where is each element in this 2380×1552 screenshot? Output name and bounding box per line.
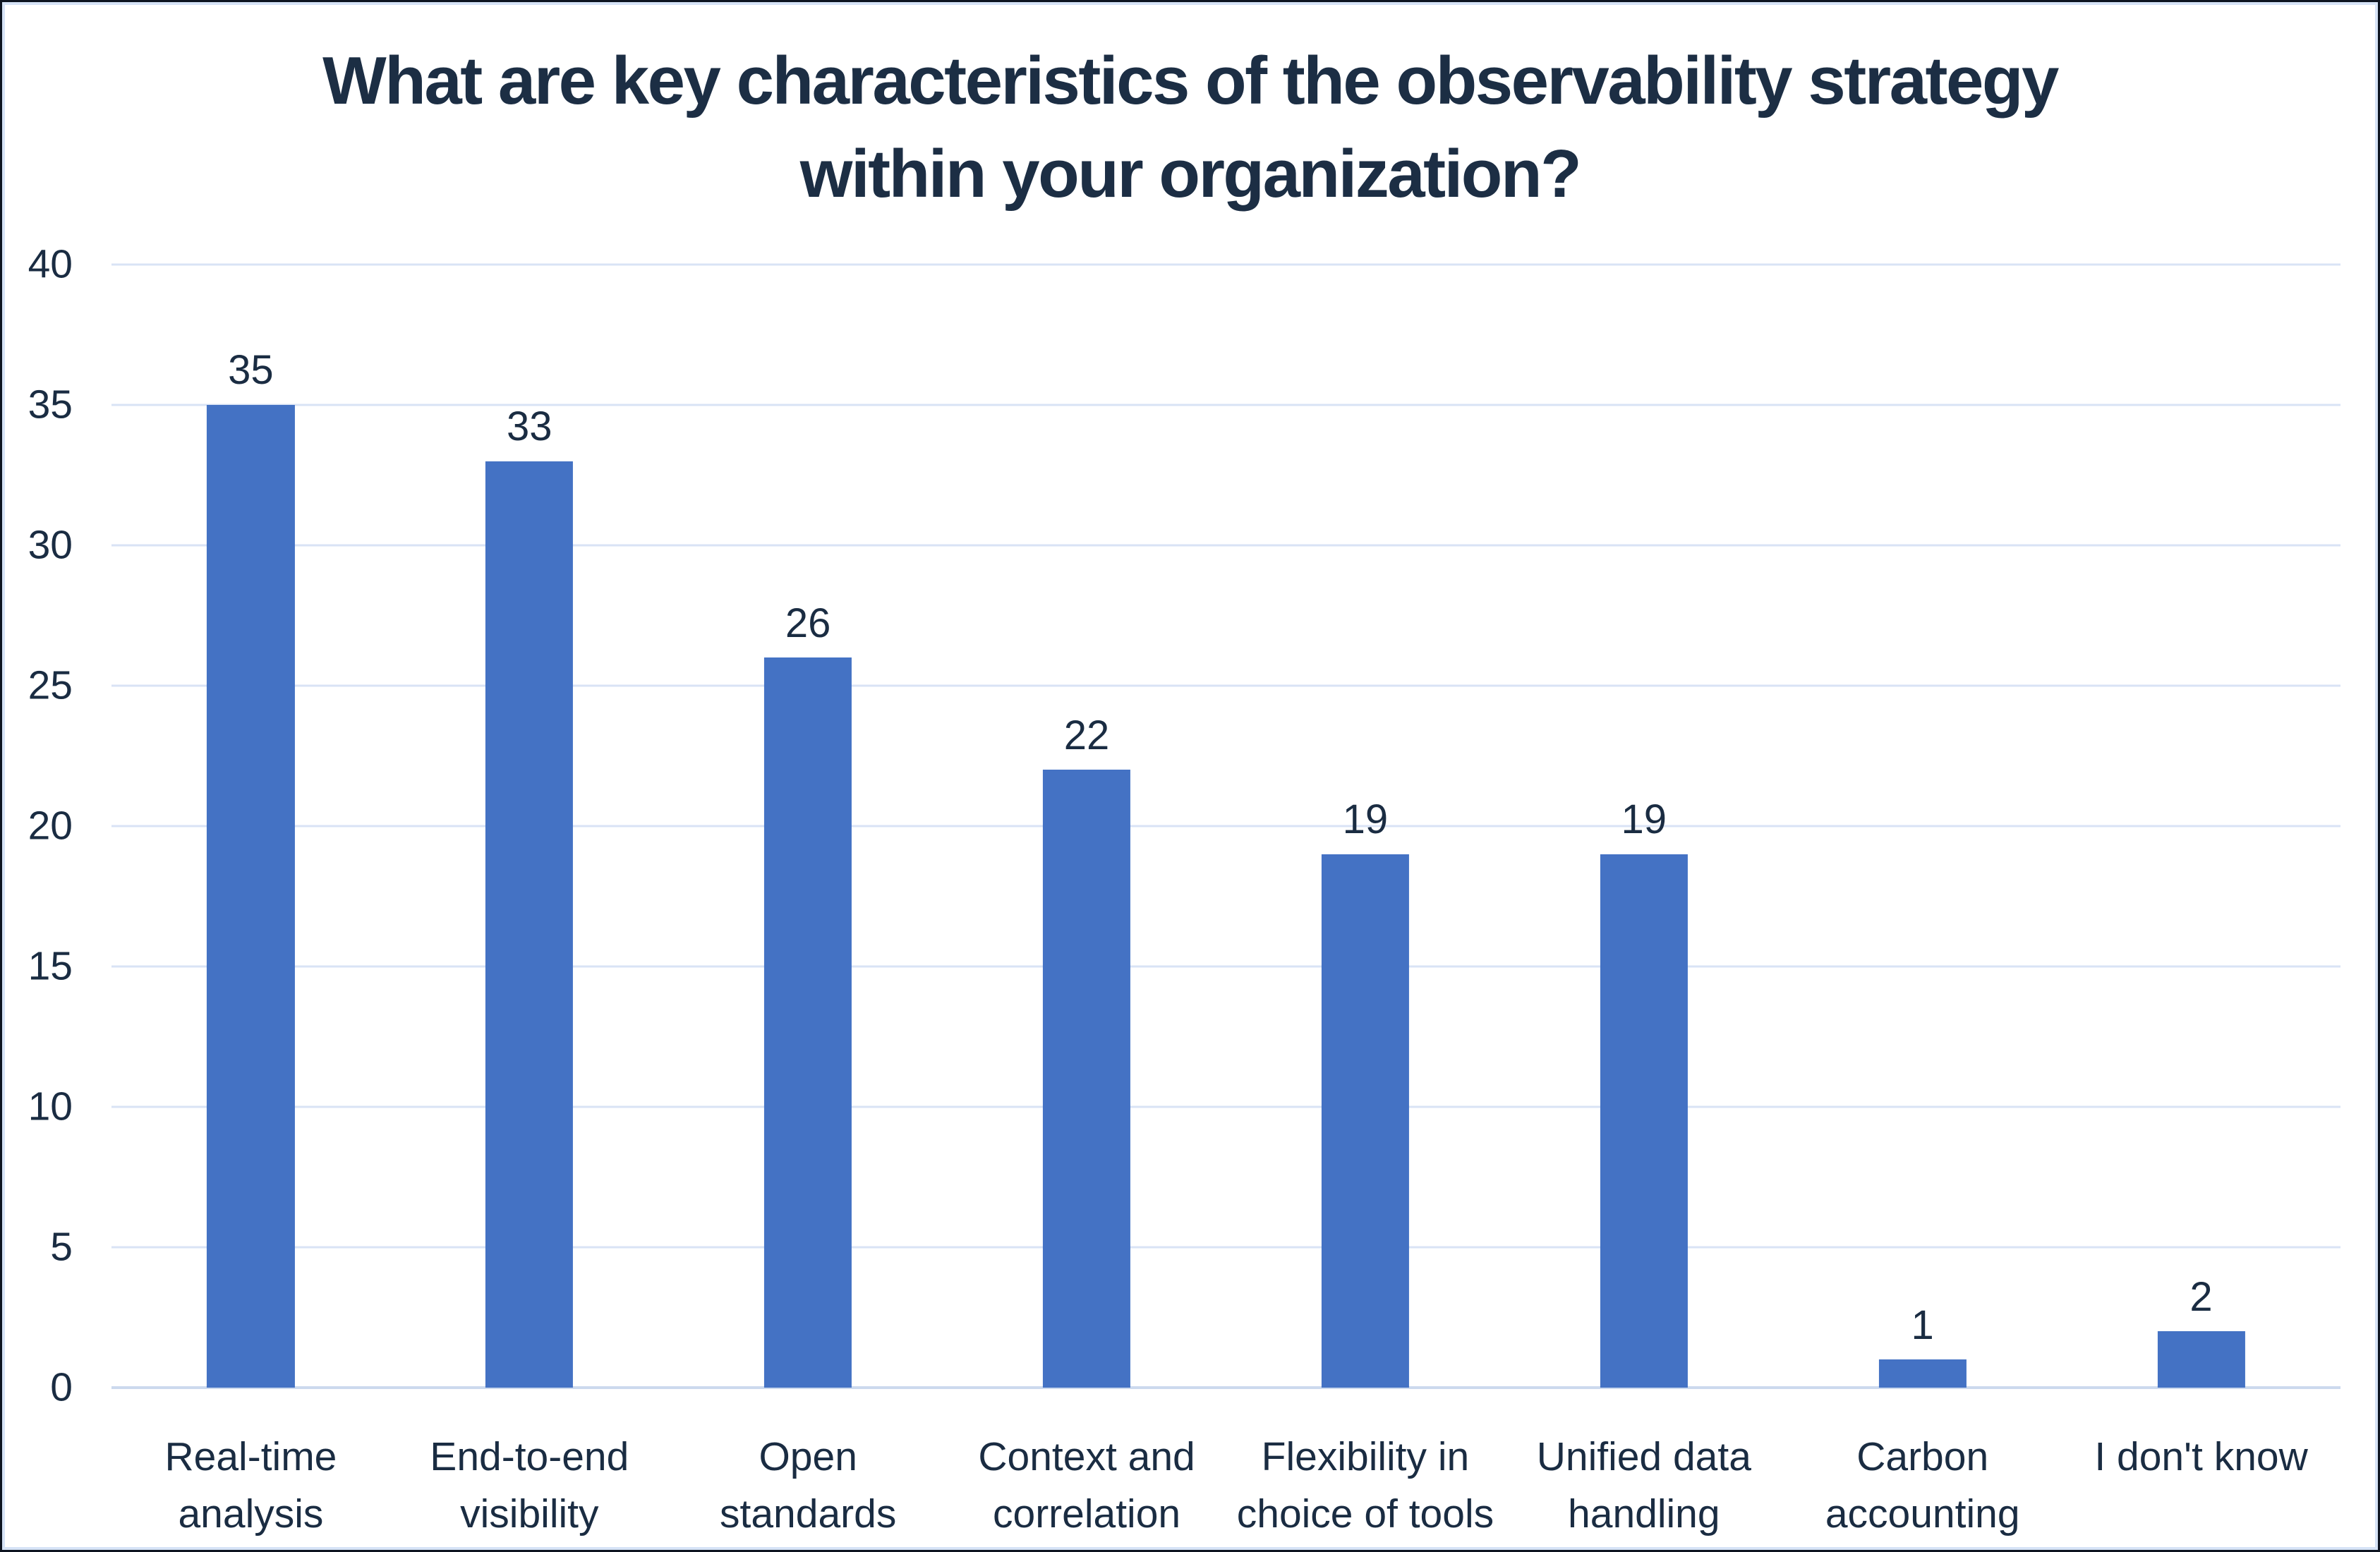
x-axis-label-line: Carbon xyxy=(1856,1434,1989,1479)
value-label-context-and-correlation: 22 xyxy=(1063,712,1110,758)
value-label-i-don-t-know: 2 xyxy=(2189,1273,2213,1320)
bar-i-don-t-know xyxy=(2157,1331,2245,1388)
gridline-40 xyxy=(111,263,2340,266)
x-axis-label-line: handling xyxy=(1568,1491,1720,1536)
x-axis-label-line: End-to-end xyxy=(430,1434,629,1479)
y-tick-label-40: 40 xyxy=(28,241,73,287)
bar-unified-data-handling xyxy=(1600,854,1688,1388)
y-tick-label-35: 35 xyxy=(28,382,73,428)
y-tick-label-5: 5 xyxy=(50,1224,73,1270)
x-axis-label-line: Context and xyxy=(978,1434,1195,1479)
gridline-20 xyxy=(111,825,2340,827)
x-axis-label-line: accounting xyxy=(1825,1491,2020,1536)
y-tick-label-0: 0 xyxy=(50,1364,73,1410)
x-axis-label-line: Flexibility in xyxy=(1261,1434,1470,1479)
value-label-end-to-end-visibility: 33 xyxy=(507,404,552,450)
x-axis-label-line: choice of tools xyxy=(1236,1491,1494,1536)
value-label-unified-data-handling: 19 xyxy=(1621,796,1667,843)
bar-carbon-accounting xyxy=(1878,1359,1967,1388)
x-axis-label-open-standards: Open standards xyxy=(720,1429,896,1543)
y-tick-label-20: 20 xyxy=(28,803,73,849)
bar-real-time-analysis xyxy=(207,405,295,1388)
chart-title-line-1: What are key characteristics of the obse… xyxy=(322,43,2059,119)
bar-end-to-end-visibility xyxy=(485,461,574,1388)
gridline-30 xyxy=(111,544,2340,547)
x-axis-label-context-and-correlation: Context and correlation xyxy=(978,1429,1195,1543)
value-label-flexibility-in-choice-of-tools: 19 xyxy=(1342,796,1389,843)
gridline-25 xyxy=(111,684,2340,687)
gridline-10 xyxy=(111,1105,2340,1108)
x-axis-label-line: Unified data xyxy=(1536,1434,1751,1479)
value-label-carbon-accounting: 1 xyxy=(1911,1302,1934,1348)
y-tick-label-10: 10 xyxy=(28,1084,73,1129)
y-tick-label-25: 25 xyxy=(28,662,73,708)
x-axis-line xyxy=(111,1386,2340,1389)
x-axis-label-line: visibility xyxy=(460,1491,599,1536)
x-axis-label-line: correlation xyxy=(992,1491,1181,1536)
x-axis-label-line: standards xyxy=(720,1491,897,1536)
bar-context-and-correlation xyxy=(1042,770,1131,1388)
bar-flexibility-in-choice-of-tools xyxy=(1321,854,1410,1388)
gridline-15 xyxy=(111,965,2340,968)
chart-title-line-2: within your organization? xyxy=(799,136,1582,212)
bar-open-standards xyxy=(764,657,852,1388)
x-axis-label-carbon-accounting: Carbon accounting xyxy=(1825,1429,2020,1543)
value-label-open-standards: 26 xyxy=(785,600,831,646)
chart-title: What are key characteristics of the obse… xyxy=(5,35,2375,222)
y-tick-label-30: 30 xyxy=(28,522,73,568)
value-label-real-time-analysis: 35 xyxy=(228,347,274,394)
x-axis-label-unified-data-handling: Unified data handling xyxy=(1537,1429,1751,1543)
x-axis-label-end-to-end-visibility: End-to-end visibility xyxy=(430,1429,629,1543)
x-axis-label-line: Real-time xyxy=(164,1434,337,1479)
x-axis-label-line: analysis xyxy=(178,1491,324,1536)
y-tick-label-15: 15 xyxy=(28,943,73,989)
x-axis-label-line: Open xyxy=(759,1434,857,1479)
gridline-35 xyxy=(111,404,2340,406)
x-axis-label-flexibility-in-choice-of-tools: Flexibility in choice of tools xyxy=(1237,1429,1494,1543)
x-axis-label-i-don-t-know: I don't know xyxy=(2094,1429,2307,1486)
plot-area: 0 5 10 15 20 25 30 35 40 35 Real-time analysis 33 End… xyxy=(28,244,2340,1536)
x-axis-label-line: I don't know xyxy=(2094,1434,2308,1479)
x-axis-label-real-time-analysis: Real-time analysis xyxy=(164,1429,337,1543)
gridline-5 xyxy=(111,1246,2340,1249)
